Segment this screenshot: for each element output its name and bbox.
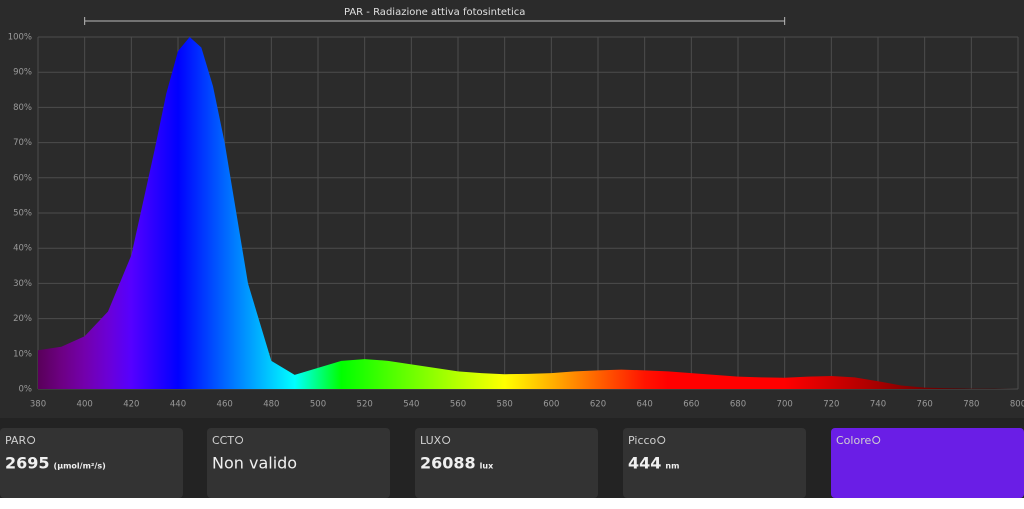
y-tick-label: 70% (13, 138, 32, 148)
panel-label: Picco (628, 434, 657, 447)
x-tick-label: 740 (870, 400, 886, 410)
x-tick-label: 540 (403, 400, 419, 410)
x-tick-label: 520 (357, 400, 373, 410)
x-tick-label: 580 (497, 400, 513, 410)
panel (831, 428, 1024, 498)
help-icon[interactable] (657, 436, 666, 444)
y-tick-label: 50% (13, 209, 32, 219)
x-tick-label: 800 (1010, 400, 1024, 410)
y-tick-label: 90% (13, 68, 32, 78)
panel (0, 428, 183, 498)
panel-value: 444 (628, 454, 661, 473)
panel (623, 428, 806, 498)
y-tick-label: 30% (13, 279, 32, 289)
x-tick-label: 420 (123, 400, 139, 410)
help-icon[interactable] (27, 436, 36, 444)
x-tick-label: 440 (170, 400, 186, 410)
x-tick-label: 700 (777, 400, 793, 410)
x-tick-label: 640 (637, 400, 653, 410)
y-tick-label: 100% (8, 33, 32, 43)
help-icon[interactable] (442, 436, 451, 444)
x-tick-label: 400 (77, 400, 93, 410)
panel-label: PAR (5, 434, 26, 447)
y-tick-label: 40% (13, 244, 32, 254)
y-tick-label: 80% (13, 103, 32, 113)
x-tick-label: 720 (823, 400, 839, 410)
x-tick-label: 620 (590, 400, 606, 410)
x-tick-label: 560 (450, 400, 466, 410)
help-icon[interactable] (235, 436, 244, 444)
x-tick-label: 500 (310, 400, 326, 410)
x-tick-label: 760 (917, 400, 933, 410)
y-tick-label: 0% (19, 385, 33, 395)
panel-value: 2695 (5, 454, 50, 473)
help-icon[interactable] (872, 436, 881, 444)
panel-value: 26088 (420, 454, 476, 473)
panel-unit: lux (480, 462, 494, 471)
x-tick-label: 480 (263, 400, 279, 410)
panel (415, 428, 598, 498)
panel-label: CCT (212, 434, 234, 447)
panel-label: LUX (420, 434, 442, 447)
y-tick-label: 10% (13, 349, 32, 359)
par-annotation: PAR - Radiazione attiva fotosintetica (344, 7, 525, 18)
panel-label: Colore (836, 434, 871, 447)
x-tick-label: 780 (963, 400, 979, 410)
x-tick-label: 680 (730, 400, 746, 410)
x-tick-label: 460 (217, 400, 233, 410)
panel (207, 428, 390, 498)
y-tick-label: 20% (13, 314, 32, 324)
spectrum-area (38, 37, 1018, 389)
x-tick-label: 380 (30, 400, 46, 410)
x-tick-label: 600 (543, 400, 559, 410)
y-tick-label: 60% (13, 173, 32, 183)
panel-value: Non valido (212, 454, 297, 473)
panel-unit: (µmol/m²/s) (54, 462, 106, 471)
x-tick-label: 660 (683, 400, 699, 410)
panel-unit: nm (665, 462, 679, 471)
